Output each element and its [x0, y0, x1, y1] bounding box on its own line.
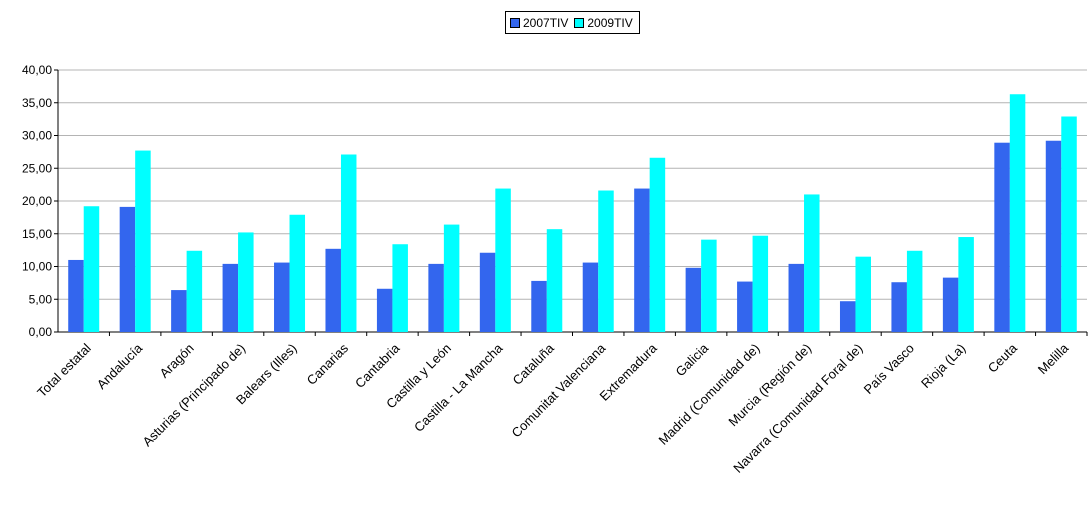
- x-tick-label: Aragón: [156, 341, 196, 381]
- x-tick-label: Madrid (Comunidad de): [656, 341, 763, 448]
- bar-2: [701, 239, 717, 332]
- x-tick-label: Total estatal: [34, 340, 94, 400]
- bar-1: [222, 263, 239, 332]
- bar-1: [428, 263, 444, 332]
- bar-2: [804, 194, 820, 332]
- bar-1: [325, 248, 341, 332]
- bar-2: [1009, 94, 1026, 332]
- bar-2: [443, 224, 460, 332]
- bar-2: [855, 256, 871, 332]
- bar-1: [994, 142, 1010, 332]
- x-tick-label: Ceuta: [985, 340, 1021, 376]
- y-tick-label: 5,00: [29, 292, 53, 306]
- x-tick-label: Galicia: [673, 340, 712, 379]
- bar-2: [83, 206, 100, 332]
- x-tick-label: País Vasco: [861, 341, 917, 397]
- bar-2: [546, 229, 563, 332]
- bar-1: [119, 206, 136, 332]
- chart-legend: 2007TIV 2009TIV: [505, 11, 640, 34]
- bar-1: [839, 301, 856, 332]
- bar-1: [788, 263, 805, 332]
- bar-2: [289, 214, 306, 332]
- x-tick-label: Canarias: [304, 340, 352, 388]
- legend-item-series-1: 2007TIV: [510, 16, 568, 30]
- y-tick-label: 15,00: [22, 227, 52, 241]
- bar-1: [68, 259, 84, 332]
- legend-item-series-2: 2009TIV: [574, 15, 633, 30]
- bar-1: [274, 262, 290, 332]
- y-tick-label: 40,00: [22, 63, 52, 77]
- bar-1: [685, 267, 702, 332]
- bar-2: [135, 150, 151, 332]
- bar-1: [737, 281, 753, 332]
- bar-1: [891, 282, 907, 332]
- x-tick-label: Comunitat Valenciana: [508, 340, 608, 440]
- bar-2: [906, 250, 923, 332]
- y-tick-label: 25,00: [22, 161, 52, 175]
- x-tick-label: Cataluña: [509, 340, 557, 388]
- bar-2: [649, 157, 666, 332]
- bar-2: [238, 232, 254, 332]
- y-tick-label: 35,00: [22, 96, 52, 110]
- x-tick-label: Cantabria: [352, 340, 403, 391]
- y-tick-label: 10,00: [22, 260, 52, 274]
- bar-1: [479, 252, 496, 332]
- y-tick-label: 0,00: [29, 325, 53, 339]
- bar-2: [1061, 116, 1077, 332]
- bar-1: [942, 277, 959, 332]
- y-tick-label: 20,00: [22, 194, 52, 208]
- bar-2: [958, 237, 974, 332]
- legend-label-series-1: 2007TIV: [523, 15, 569, 30]
- bar-1: [376, 288, 393, 332]
- bar-2: [392, 244, 408, 332]
- bar-1: [531, 280, 547, 332]
- legend-label-series-2: 2009TIV: [587, 15, 633, 30]
- bar-1: [1045, 140, 1062, 332]
- x-tick-label: Asturias (Principado de): [139, 341, 248, 450]
- bar-1: [634, 188, 650, 332]
- legend-swatch-series-1: [510, 17, 520, 28]
- bar-2: [598, 190, 614, 332]
- y-tick-label: 30,00: [22, 129, 52, 143]
- bar-2: [752, 235, 769, 332]
- bar-1: [171, 290, 187, 332]
- bar-1: [582, 262, 599, 332]
- legend-swatch-series-2: [574, 17, 585, 28]
- bar-2: [495, 188, 511, 332]
- bar-2: [340, 154, 357, 332]
- x-tick-label: Castilla - La Mancha: [411, 340, 506, 435]
- x-tick-label: Melilla: [1035, 340, 1072, 377]
- x-tick-label: Andalucía: [94, 340, 146, 392]
- bar-2: [186, 250, 203, 332]
- x-tick-label: Rioja (La): [918, 341, 968, 391]
